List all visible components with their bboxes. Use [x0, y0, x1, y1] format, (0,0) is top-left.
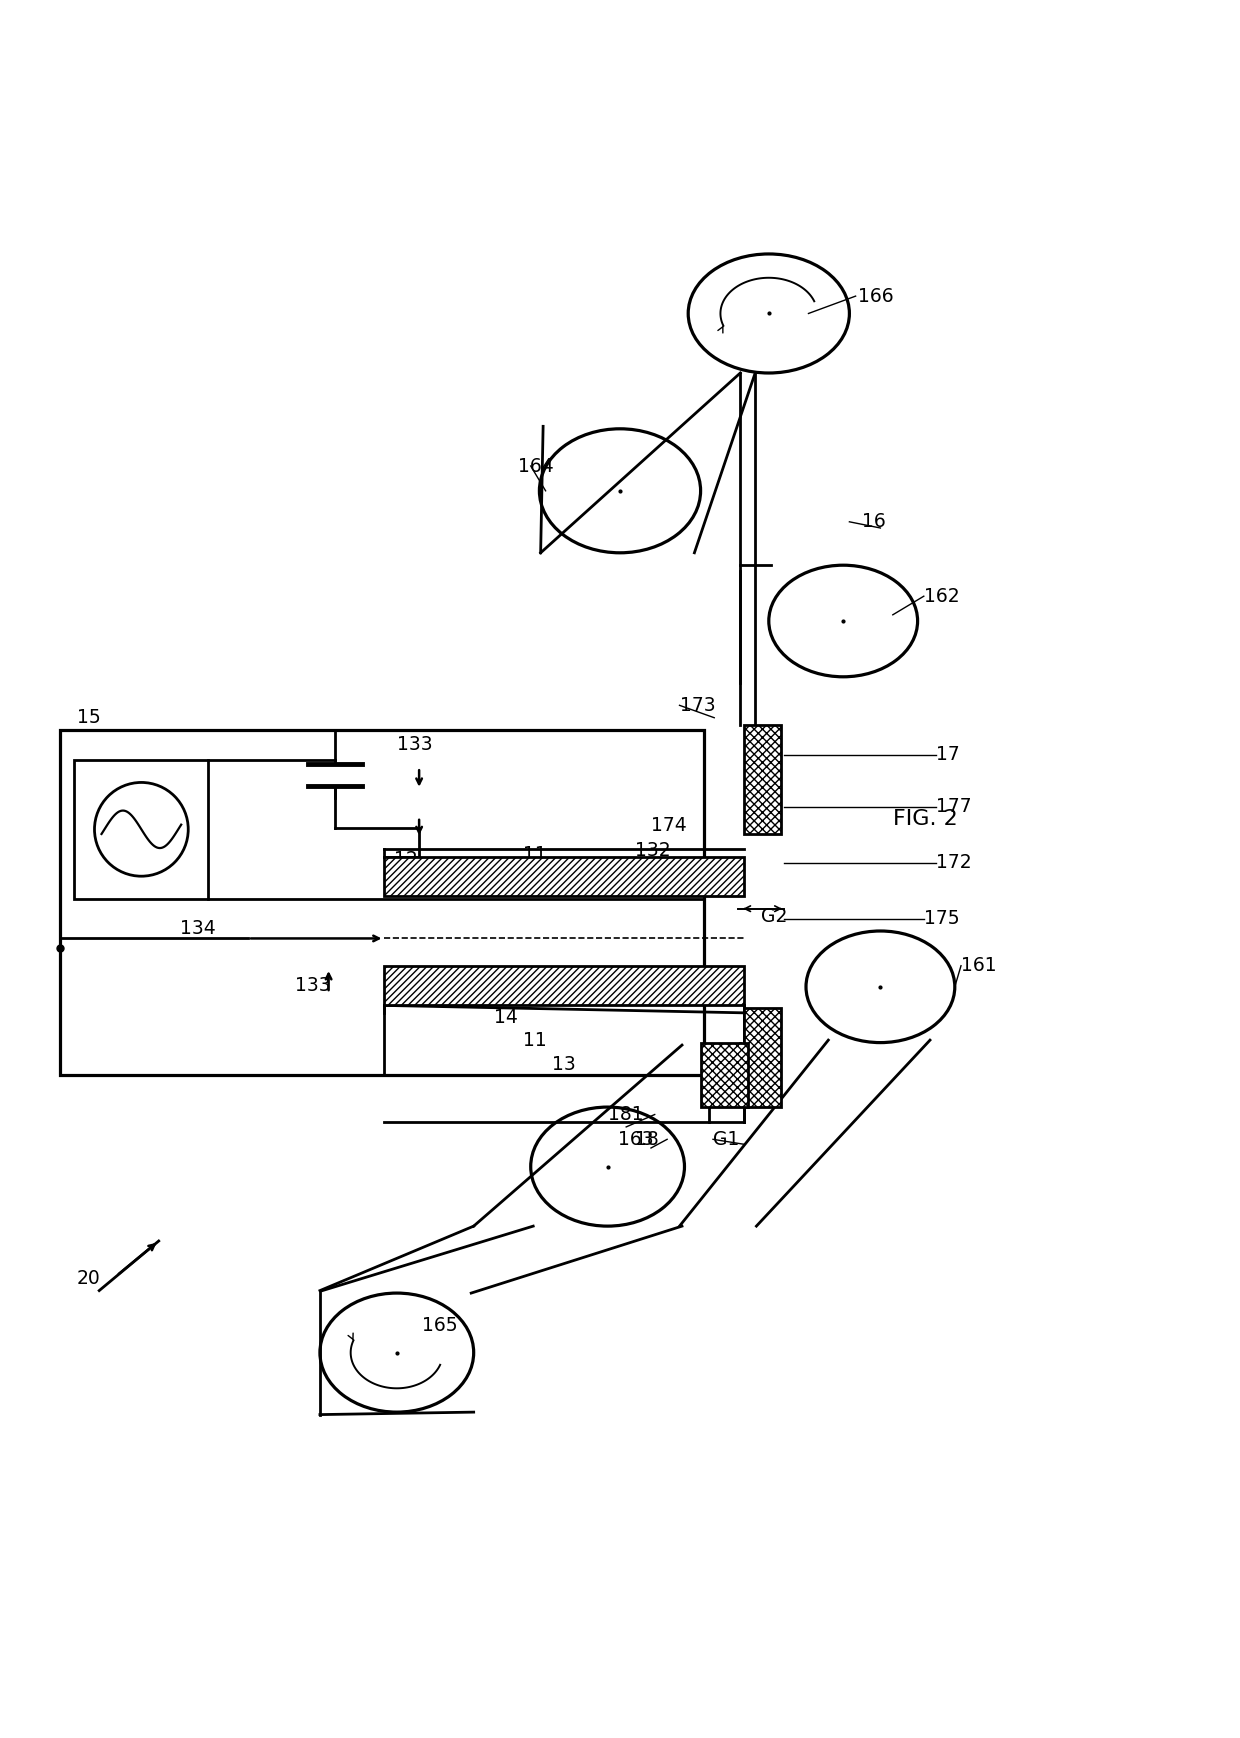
- Text: 121: 121: [618, 881, 653, 900]
- Text: 15: 15: [77, 707, 100, 726]
- Bar: [60, 730, 704, 1074]
- Text: 16: 16: [862, 513, 885, 532]
- Bar: [74, 760, 208, 899]
- Text: 181: 181: [608, 1105, 644, 1124]
- Text: 174: 174: [651, 817, 687, 834]
- Text: 162: 162: [924, 587, 960, 607]
- Text: 11: 11: [523, 1031, 547, 1050]
- Text: 14: 14: [494, 1008, 517, 1027]
- Text: 173: 173: [680, 695, 715, 714]
- Bar: [744, 725, 781, 834]
- Text: 136: 136: [601, 862, 637, 881]
- Text: 18: 18: [635, 1130, 658, 1149]
- Text: 133: 133: [295, 977, 331, 996]
- Text: 164: 164: [518, 457, 554, 476]
- Text: 11: 11: [523, 845, 547, 864]
- Bar: [384, 857, 744, 897]
- Text: 133: 133: [397, 735, 433, 754]
- Text: 132: 132: [635, 841, 671, 860]
- Text: 172: 172: [936, 853, 972, 872]
- Text: 14: 14: [494, 864, 517, 883]
- Text: 17: 17: [936, 746, 960, 765]
- Text: 20: 20: [77, 1269, 100, 1288]
- Text: FIG. 2: FIG. 2: [893, 810, 957, 829]
- Text: 177: 177: [936, 798, 972, 817]
- Text: G2: G2: [761, 907, 787, 926]
- Bar: [384, 966, 744, 1005]
- Text: 166: 166: [858, 287, 894, 306]
- Text: 13: 13: [552, 1055, 575, 1074]
- Bar: [701, 1043, 748, 1107]
- Text: 12: 12: [394, 850, 418, 869]
- Bar: [744, 1008, 781, 1107]
- Text: 165: 165: [422, 1316, 458, 1335]
- Text: 163: 163: [618, 1130, 653, 1149]
- Text: 175: 175: [924, 909, 960, 928]
- Text: 134: 134: [180, 919, 216, 939]
- Text: G1: G1: [713, 1130, 739, 1149]
- Text: 161: 161: [961, 956, 997, 975]
